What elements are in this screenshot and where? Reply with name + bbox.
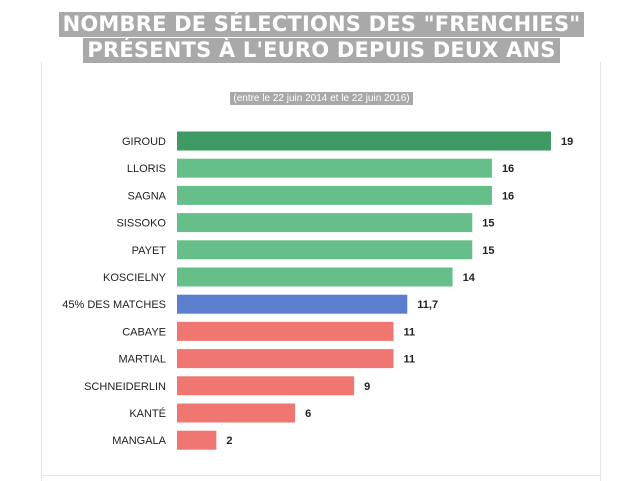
- bar: [177, 267, 453, 287]
- value-label: 15: [482, 245, 494, 257]
- value-label: 2: [226, 435, 232, 447]
- bar: [177, 321, 394, 341]
- bar: [177, 185, 492, 205]
- frame-right-border: [600, 62, 601, 481]
- value-label: 15: [482, 218, 494, 230]
- category-label: MANGALA: [112, 435, 166, 447]
- category-label: SCHNEIDERLIN: [84, 381, 166, 393]
- value-label: 19: [561, 136, 573, 148]
- bar: [177, 213, 473, 233]
- chart-title-line-1: NOMBRE DE SÉLECTIONS DES "FRENCHIES": [58, 12, 585, 37]
- bar: [177, 240, 473, 260]
- value-label: 6: [305, 408, 311, 420]
- category-label: PAYET: [132, 245, 167, 257]
- category-label: LLORIS: [127, 163, 166, 175]
- category-label: SAGNA: [127, 190, 166, 202]
- frame-left-border: [41, 62, 42, 481]
- value-label: 16: [502, 163, 514, 175]
- category-label: CABAYE: [122, 326, 166, 338]
- value-label: 9: [364, 381, 370, 393]
- bar: [177, 430, 217, 450]
- bar: [177, 294, 408, 314]
- category-label: KANTÉ: [129, 407, 166, 420]
- chart-subtitle-wrap: (entre le 22 juin 2014 et le 22 juin 201…: [0, 88, 643, 106]
- value-label: 11,7: [417, 299, 438, 311]
- category-label: GIROUD: [122, 136, 166, 148]
- category-label: SISSOKO: [116, 218, 166, 230]
- chart-title-line-2: PRÉSENTS À L'EURO DEPUIS DEUX ANS: [83, 38, 560, 63]
- bar: [177, 349, 394, 369]
- bar: [177, 131, 551, 151]
- bar: [177, 158, 492, 178]
- value-label: 16: [502, 190, 514, 202]
- chart-title: NOMBRE DE SÉLECTIONS DES "FRENCHIES" PRÉ…: [0, 12, 643, 63]
- value-label: 11: [404, 354, 416, 366]
- value-label: 11: [404, 326, 416, 338]
- category-label: MARTIAL: [119, 354, 166, 366]
- value-label: 14: [463, 272, 476, 284]
- category-label: KOSCIELNY: [103, 272, 167, 284]
- bar: [177, 403, 296, 423]
- category-label: 45% DES MATCHES: [62, 299, 166, 311]
- chart-subtitle: (entre le 22 juin 2014 et le 22 juin 201…: [230, 92, 413, 105]
- frame-bottom-border: [41, 475, 601, 476]
- bar: [177, 376, 355, 396]
